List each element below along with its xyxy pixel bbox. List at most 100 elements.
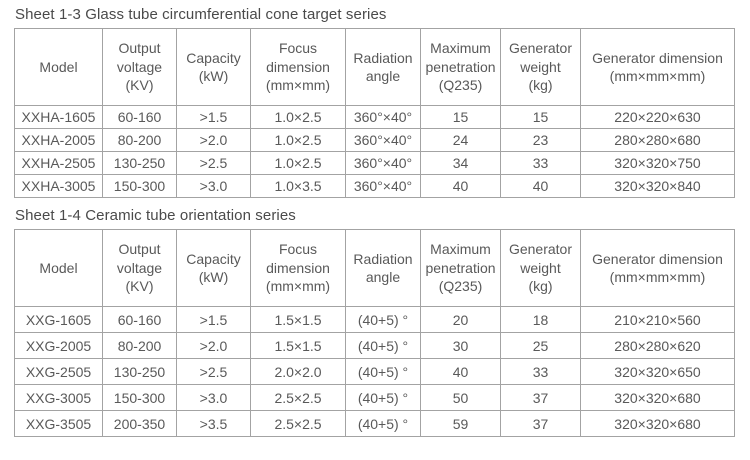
table-cell: (40+5) ° [345,358,421,385]
sheet-1-4: Sheet 1-4 Ceramic tube orientation serie… [14,207,750,437]
table-cell: 60-160 [102,306,177,333]
table-cell: 360°×40° [345,174,421,198]
table-cell: 1.0×2.5 [250,105,346,129]
table-cell: 15 [500,105,581,129]
table-cell: XXG-2005 [14,332,103,359]
table-cell: 40 [420,174,501,198]
table-cell: XXG-1605 [14,306,103,333]
table-row: XXG-3505 200-350 >3.5 2.5×2.5 (40+5) ° 59 37 32… [14,410,735,437]
column-header: Capacity (kW) [176,229,251,307]
column-header: Capacity (kW) [176,28,251,106]
table-cell: >2.0 [176,332,251,359]
column-header: Model [14,28,103,106]
sheet-1-3-title: Sheet 1-3 Glass tube circumferential con… [15,6,387,23]
table-header-row: Model Output voltage (KV) Capacity (kW) Focus d… [14,229,735,307]
spec-sheet-page: Sheet 1-3 Glass tube circumferential con… [14,6,750,437]
table-cell: 220×220×630 [580,105,735,129]
column-header: Radiation angle [345,28,421,106]
table-cell: XXG-3005 [14,384,103,411]
table-cell: 150-300 [102,174,177,198]
table-cell: 320×320×650 [580,358,735,385]
table-cell: 320×320×680 [580,410,735,437]
table-cell: 60-160 [102,105,177,129]
table-cell: 15 [420,105,501,129]
sheet-1-4-title: Sheet 1-4 Ceramic tube orientation serie… [15,207,296,224]
table-cell: 30 [420,332,501,359]
table-cell: 25 [500,332,581,359]
table-cell: >3.5 [176,410,251,437]
table-cell: >2.0 [176,128,251,152]
table-row: XXHA-2505 130-250 >2.5 1.0×2.5 360°×40° 34 33 3… [14,151,735,175]
table-cell: >3.0 [176,174,251,198]
column-header: Focus dimension (mm×mm) [250,28,346,106]
table-cell: XXHA-2005 [14,128,103,152]
table-cell: >1.5 [176,306,251,333]
table-cell: 2.0×2.0 [250,358,346,385]
table-cell: >2.5 [176,151,251,175]
table-cell: (40+5) ° [345,306,421,333]
table-cell: XXHA-1605 [14,105,103,129]
table-cell: 20 [420,306,501,333]
table-cell: 34 [420,151,501,175]
table-cell: 280×280×680 [580,128,735,152]
table-row: XXG-2005 80-200 >2.0 1.5×1.5 (40+5) ° 30 25 280… [14,332,735,359]
table-cell: 280×280×620 [580,332,735,359]
column-header: Output voltage (KV) [102,229,177,307]
column-header: Model [14,229,103,307]
column-header: Maximum penetration (Q235) [420,229,501,307]
table-cell: XXHA-2505 [14,151,103,175]
table-row: XXG-1605 60-160 >1.5 1.5×1.5 (40+5) ° 20 18 210… [14,306,735,333]
column-header: Focus dimension (mm×mm) [250,229,346,307]
table-cell: 130-250 [102,358,177,385]
table-cell: (40+5) ° [345,410,421,437]
table-cell: (40+5) ° [345,332,421,359]
table-cell: 320×320×750 [580,151,735,175]
table-cell: 360°×40° [345,151,421,175]
column-header: Generator weight (kg) [500,28,581,106]
table-cell: 37 [500,384,581,411]
table-row: XXHA-3005 150-300 >3.0 1.0×3.5 360°×40° 40 40 3… [14,174,735,198]
table-cell: 2.5×2.5 [250,410,346,437]
table-cell: 18 [500,306,581,333]
table-cell: 40 [500,174,581,198]
table-cell: 23 [500,128,581,152]
table-cell: 320×320×840 [580,174,735,198]
table-cell: 33 [500,358,581,385]
table-cell: 80-200 [102,332,177,359]
table-cell: 80-200 [102,128,177,152]
table-cell: 40 [420,358,501,385]
sheet-1-3: Sheet 1-3 Glass tube circumferential con… [14,6,750,198]
table-cell: 210×210×560 [580,306,735,333]
table-cell: XXG-2505 [14,358,103,385]
table-cell: 1.5×1.5 [250,306,346,333]
table-cell: 130-250 [102,151,177,175]
table-cell: 1.0×3.5 [250,174,346,198]
table-cell: XXHA-3005 [14,174,103,198]
table-cell: 2.5×2.5 [250,384,346,411]
table-cell: 320×320×680 [580,384,735,411]
table-cell: 59 [420,410,501,437]
table-cell: 1.0×2.5 [250,128,346,152]
table-cell: XXG-3505 [14,410,103,437]
column-header: Output voltage (KV) [102,28,177,106]
table-cell: 360°×40° [345,105,421,129]
table-row: XXHA-1605 60-160 >1.5 1.0×2.5 360°×40° 15 15 22… [14,105,735,129]
ceramic-tube-spec-table: Model Output voltage (KV) Capacity (kW) Focus d… [14,229,735,437]
table-row: XXHA-2005 80-200 >2.0 1.0×2.5 360°×40° 24 23 28… [14,128,735,152]
table-cell: >1.5 [176,105,251,129]
column-header: Radiation angle [345,229,421,307]
column-header: Generator dimension (mm×mm×mm) [580,28,735,106]
table-cell: 37 [500,410,581,437]
column-header: Generator weight (kg) [500,229,581,307]
column-header: Maximum penetration (Q235) [420,28,501,106]
table-cell: >2.5 [176,358,251,385]
table-cell: 1.0×2.5 [250,151,346,175]
glass-tube-spec-table: Model Output voltage (KV) Capacity (kW) Focus d… [14,28,735,198]
table-cell: 50 [420,384,501,411]
table-row: XXG-2505 130-250 >2.5 2.0×2.0 (40+5) ° 40 33 32… [14,358,735,385]
table-cell: >3.0 [176,384,251,411]
table-cell: 150-300 [102,384,177,411]
table-header-row: Model Output voltage (KV) Capacity (kW) Focus d… [14,28,735,106]
table-cell: (40+5) ° [345,384,421,411]
table-cell: 24 [420,128,501,152]
